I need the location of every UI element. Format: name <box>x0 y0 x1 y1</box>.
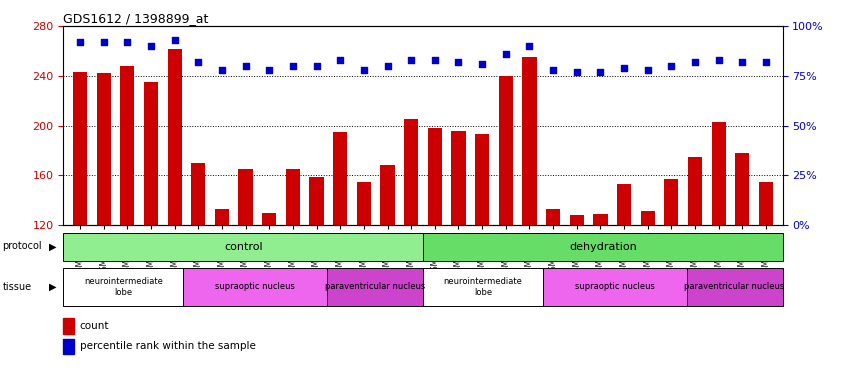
Bar <box>333 132 348 225</box>
Point <box>74 39 87 45</box>
Bar <box>428 128 442 225</box>
Bar <box>191 163 206 225</box>
Bar <box>593 214 607 225</box>
Text: supraoptic nucleus: supraoptic nucleus <box>215 282 295 291</box>
Text: ▶: ▶ <box>49 242 57 251</box>
Bar <box>569 215 584 225</box>
Bar <box>357 182 371 225</box>
Text: neurointermediate
lobe: neurointermediate lobe <box>84 277 162 297</box>
Point <box>428 57 442 63</box>
Bar <box>286 169 300 225</box>
Bar <box>664 179 678 225</box>
Point <box>404 57 418 63</box>
Point <box>570 69 584 75</box>
Point <box>168 37 181 43</box>
Text: percentile rank within the sample: percentile rank within the sample <box>80 341 255 351</box>
Point <box>594 69 607 75</box>
Bar <box>759 182 773 225</box>
Bar <box>452 130 465 225</box>
Point <box>144 43 157 49</box>
Bar <box>522 57 536 225</box>
Bar <box>327 268 423 306</box>
Text: control: control <box>224 242 262 252</box>
Point <box>735 59 749 65</box>
Point <box>689 59 702 65</box>
Point <box>215 67 228 73</box>
Text: neurointermediate
lobe: neurointermediate lobe <box>443 277 522 297</box>
Bar <box>73 72 87 225</box>
Point <box>712 57 726 63</box>
Point <box>357 67 371 73</box>
Bar <box>168 49 182 225</box>
Point <box>381 63 394 69</box>
Text: protocol: protocol <box>3 242 42 251</box>
Bar <box>423 268 543 306</box>
Point <box>286 63 299 69</box>
Text: tissue: tissue <box>3 282 31 292</box>
Bar <box>63 232 423 261</box>
Bar <box>184 268 327 306</box>
Bar <box>687 268 783 306</box>
Bar <box>63 268 184 306</box>
Point <box>310 63 323 69</box>
Point <box>547 67 560 73</box>
Bar <box>310 177 324 225</box>
Bar <box>144 82 158 225</box>
Bar <box>423 232 783 261</box>
Point <box>239 63 252 69</box>
Point <box>618 65 631 71</box>
Bar <box>404 119 418 225</box>
Bar <box>617 184 631 225</box>
Bar <box>239 169 253 225</box>
Point <box>120 39 134 45</box>
Text: dehydration: dehydration <box>569 242 637 252</box>
Bar <box>215 209 229 225</box>
Bar <box>711 122 726 225</box>
Point <box>97 39 111 45</box>
Point <box>452 59 465 65</box>
Point <box>759 59 772 65</box>
Bar <box>120 66 135 225</box>
Bar <box>546 209 560 225</box>
Bar <box>63 339 74 354</box>
Bar <box>543 268 687 306</box>
Bar <box>735 153 750 225</box>
Text: count: count <box>80 321 109 331</box>
Bar <box>475 134 489 225</box>
Bar <box>381 165 394 225</box>
Text: paraventricular nucleus: paraventricular nucleus <box>684 282 785 291</box>
Text: GDS1612 / 1398899_at: GDS1612 / 1398899_at <box>63 12 209 25</box>
Point <box>191 59 205 65</box>
Text: ▶: ▶ <box>49 282 57 292</box>
Bar <box>498 76 513 225</box>
Bar <box>688 157 702 225</box>
Point <box>641 67 655 73</box>
Bar <box>262 213 277 225</box>
Text: paraventricular nucleus: paraventricular nucleus <box>325 282 426 291</box>
Text: supraoptic nucleus: supraoptic nucleus <box>574 282 655 291</box>
Bar <box>96 74 111 225</box>
Point <box>523 43 536 49</box>
Bar <box>63 318 74 334</box>
Point <box>262 67 276 73</box>
Bar <box>640 211 655 225</box>
Point <box>333 57 347 63</box>
Point <box>665 63 678 69</box>
Point <box>475 61 489 67</box>
Point <box>499 51 513 57</box>
